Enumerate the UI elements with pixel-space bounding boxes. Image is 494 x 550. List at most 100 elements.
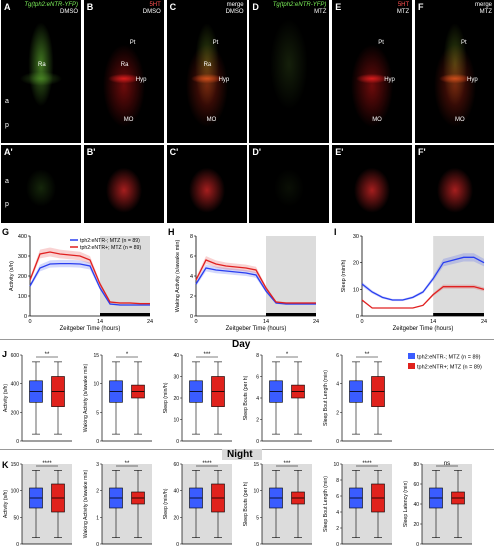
x-tick-label: 14 — [263, 319, 269, 325]
time-chart-G: 0 100 200 300 400 0 14 24 Zeitgeber Time (hours)… — [2, 227, 153, 332]
y-tick-label: 2 — [256, 418, 259, 424]
y-axis-label: Sleep (min/h) — [163, 488, 169, 519]
region-label: Pt — [378, 40, 384, 46]
y-tick-label: 10 — [333, 462, 339, 468]
y-tick-label: 8 — [256, 353, 259, 359]
x-tick-label: 14 — [430, 319, 436, 325]
y-tick-label: 0 — [256, 439, 259, 445]
y-tick-label: 6 — [256, 375, 259, 381]
region-label: Ra — [38, 62, 46, 68]
chart-letter: H — [168, 227, 175, 237]
image-panel-F': F' — [415, 145, 494, 223]
image-panel-B': B' — [83, 145, 164, 223]
boxplot-1: 0 1 2 3 Waking Activity (s/awake min) ** — [83, 461, 152, 548]
night-label: Night — [227, 449, 253, 460]
region-label: MO — [455, 117, 465, 123]
y-tick-label: 600 — [11, 353, 20, 359]
significance-label: * — [286, 352, 289, 358]
y-axis-label: Waking Activity (s/awake min) — [83, 470, 89, 539]
y-tick-label: 4 — [256, 396, 259, 402]
y-tick-label: 0 — [176, 542, 179, 548]
y-axis-label: Sleep Bout Length (min) — [323, 476, 329, 532]
image-panel-E': E' — [332, 145, 413, 223]
y-tick-label: 80 — [413, 462, 419, 468]
y-tick-label: 100 — [11, 489, 20, 495]
image-panel-D': D' — [249, 145, 330, 223]
y-tick-label: 0 — [96, 439, 99, 445]
time-chart-I: 0 10 20 30 0 14 24 Zeitgeber Time (hours) Sleep … — [334, 227, 487, 332]
y-tick-label: 20 — [173, 515, 179, 521]
axis-p-label: p — [5, 122, 9, 129]
series-line — [29, 262, 150, 306]
dark-bar — [266, 313, 316, 316]
image-panel-A: A Tg(tph2:eNTR-YFP) DMSO Ra — [1, 0, 81, 143]
series-band — [196, 256, 316, 304]
y-tick-label: 60 — [413, 482, 419, 488]
y-axis-label: Sleep (min/h) — [163, 382, 169, 413]
y-tick-label: 0 — [336, 542, 339, 548]
y-tick-label: 8 — [190, 234, 193, 240]
panel-letter: A — [4, 2, 11, 12]
panel-title: Tg(tph2:eNTR-YFP) DMSO — [24, 2, 78, 15]
boxplot-2: 0 20 40 60 Sleep (min/h) **** — [163, 461, 232, 548]
y-tick-label: 0 — [96, 542, 99, 548]
significance-label: ** — [125, 461, 130, 467]
series-line — [361, 286, 485, 309]
panel-letter: F — [418, 2, 424, 12]
panel-letter: B' — [86, 147, 96, 157]
chart-letter: I — [334, 227, 337, 237]
panel-letter: A' — [4, 147, 13, 157]
panel-letter: C' — [169, 147, 179, 157]
panel-letter: F' — [418, 147, 426, 157]
y-tick-label: 200 — [18, 274, 27, 280]
y-tick-label: 0 — [24, 314, 27, 320]
series-line — [195, 267, 316, 305]
significance-label: ** — [365, 352, 370, 358]
significance-label: **** — [362, 461, 372, 467]
panel-letter-K: K — [2, 460, 9, 470]
y-tick-label: 2 — [190, 294, 193, 300]
y-tick-label: 0 — [16, 439, 19, 445]
y-axis-label: Sleep Bout Length (min) — [323, 370, 329, 426]
y-tick-label: 6 — [336, 494, 339, 500]
panel-letter: E' — [335, 147, 344, 157]
x-axis-label: Zeitgeber Time (hours) — [226, 326, 287, 332]
boxplot-4: 0 2 4 6 Sleep Bout Length (min) ** — [323, 352, 392, 445]
panel-letter: C — [169, 2, 177, 12]
significance-label: *** — [283, 461, 291, 467]
panel-letter: E — [335, 2, 342, 12]
y-tick-label: 40 — [173, 353, 179, 359]
panel-title: merge DMSO — [225, 2, 244, 15]
significance-label: ns — [444, 461, 450, 467]
y-tick-label: 30 — [353, 234, 359, 240]
series-line — [29, 251, 150, 305]
boxplot-3: 0 2 4 6 8 Sleep Bouts (per h) * — [243, 352, 312, 445]
significance-label: ** — [45, 352, 50, 358]
y-tick-label: 6 — [336, 353, 339, 359]
y-tick-label: 400 — [18, 234, 27, 240]
y-tick-label: 300 — [18, 254, 27, 260]
y-tick-label: 0 — [190, 314, 193, 320]
y-axis-label: Activity (s/h) — [3, 490, 9, 519]
y-tick-label: 10 — [353, 287, 359, 293]
y-tick-label: 0 — [256, 542, 259, 548]
y-tick-label: 50 — [13, 515, 19, 521]
y-tick-label: 15 — [93, 353, 99, 359]
image-panel-C': C' — [166, 145, 247, 223]
day-divider — [0, 339, 494, 340]
night-shading — [433, 236, 484, 316]
y-tick-label: 4 — [336, 382, 339, 388]
y-tick-label: 20 — [413, 522, 419, 528]
y-tick-label: 0 — [416, 542, 419, 548]
y-tick-label: 0 — [16, 542, 19, 548]
panel-letter: D — [252, 2, 259, 12]
y-tick-label: 10 — [173, 418, 179, 424]
panel-title: merge MTZ — [474, 2, 492, 15]
axis-p2-label: p — [5, 201, 9, 208]
axis-a-label: a — [5, 98, 9, 105]
y-tick-label: 0 — [176, 439, 179, 445]
y-tick-label: 40 — [413, 502, 419, 508]
y-tick-label: 5 — [96, 410, 99, 416]
